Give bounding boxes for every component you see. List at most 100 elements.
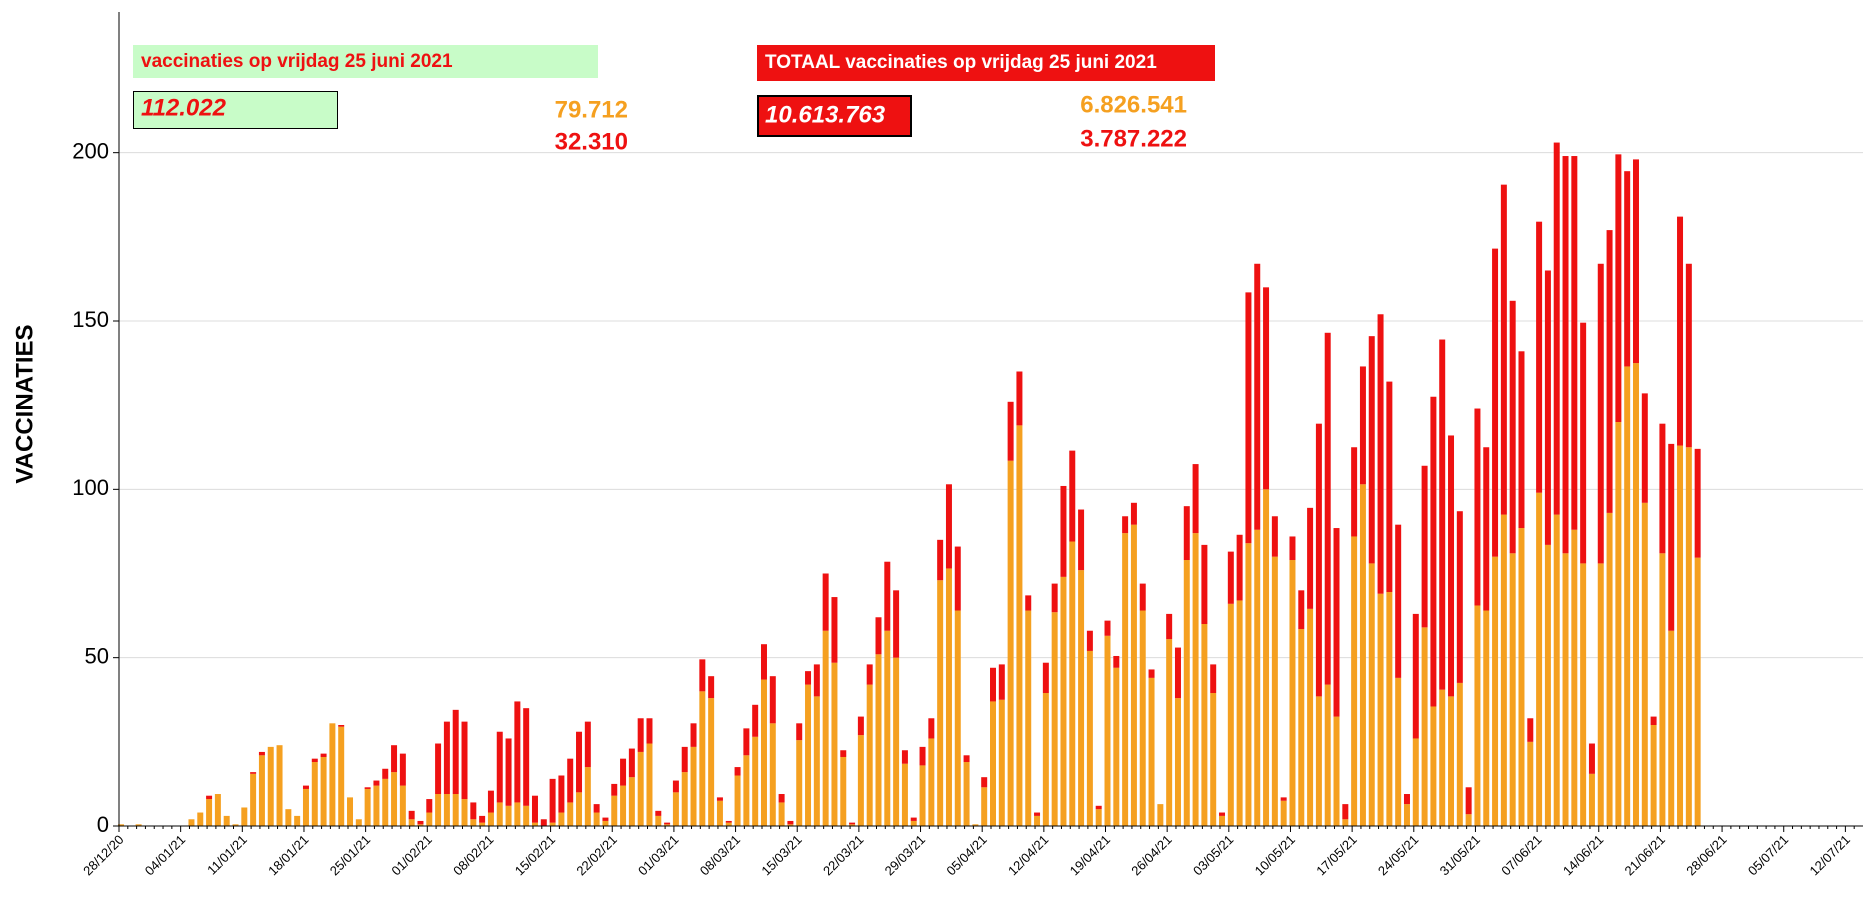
x-tick-label: 22/02/21 xyxy=(573,832,619,878)
bar-segment xyxy=(391,745,398,773)
bar-segment xyxy=(1439,689,1446,826)
bar-segment xyxy=(1553,142,1560,515)
bar-segment xyxy=(1403,804,1410,826)
bar-segment xyxy=(937,580,944,826)
bar-segment xyxy=(1368,563,1375,826)
bar-segment xyxy=(382,778,389,826)
x-tick-label: 05/04/21 xyxy=(943,832,989,878)
bar-segment xyxy=(426,812,433,826)
bar-segment xyxy=(769,723,776,826)
bar-segment xyxy=(752,736,759,826)
bar-segment xyxy=(1122,516,1129,534)
bar-segment xyxy=(1051,583,1058,613)
bar-segment xyxy=(1668,630,1675,826)
bar-segment xyxy=(1632,159,1639,364)
bar-segment xyxy=(1113,667,1120,826)
bar-segment xyxy=(1271,516,1278,557)
x-tick-label: 26/04/21 xyxy=(1128,832,1174,878)
bar-segment xyxy=(206,799,213,826)
bar-segment xyxy=(1148,669,1155,678)
y-tick-label: 150 xyxy=(72,307,109,332)
bar-segment xyxy=(972,824,979,826)
bar-segment xyxy=(1448,435,1455,697)
bar-segment xyxy=(822,630,829,826)
bar-segment xyxy=(1518,528,1525,826)
bar-segment xyxy=(1359,484,1366,826)
bar-segment xyxy=(1509,553,1516,826)
bar-segment xyxy=(479,815,486,823)
bar-segment xyxy=(1553,514,1560,826)
bar-segment xyxy=(1298,590,1305,630)
bar-segment xyxy=(602,817,609,821)
bar-segment xyxy=(1439,339,1446,690)
bar-segment xyxy=(963,755,970,763)
bar-segment xyxy=(408,819,415,826)
x-tick-label: 05/07/21 xyxy=(1745,832,1791,878)
bar-segment xyxy=(805,684,812,826)
bar-segment xyxy=(672,780,679,793)
bar-segment xyxy=(840,750,847,757)
bar-segment xyxy=(1245,543,1252,826)
bar-segment xyxy=(1536,221,1543,493)
bar-segment xyxy=(584,767,591,826)
day-red: 32.310 xyxy=(555,128,628,155)
bar-segment xyxy=(1403,794,1410,805)
bar-segment xyxy=(1016,371,1023,426)
bar-segment xyxy=(1086,650,1093,826)
bar-segment xyxy=(443,794,450,826)
bar-segment xyxy=(558,775,565,813)
bar-segment xyxy=(646,743,653,826)
bar-segment xyxy=(743,728,750,756)
bar-segment xyxy=(391,772,398,826)
bar-segment xyxy=(1615,422,1622,826)
bar-segment xyxy=(954,610,961,826)
bar-segment xyxy=(1588,743,1595,774)
bar-segment xyxy=(320,753,327,757)
x-tick-label: 17/05/21 xyxy=(1313,832,1359,878)
bar-segment xyxy=(928,718,935,739)
x-tick-label: 01/03/21 xyxy=(635,832,681,878)
y-tick-label: 50 xyxy=(85,643,109,668)
bar-segment xyxy=(1315,423,1322,697)
bar-segment xyxy=(787,820,794,825)
bar-segment xyxy=(1166,613,1173,640)
bar-segment xyxy=(998,699,1005,826)
bar-segment xyxy=(1351,447,1358,537)
bar-segment xyxy=(637,718,644,752)
bar-segment xyxy=(258,755,265,826)
bar-segment xyxy=(302,788,309,826)
bar-segment xyxy=(1456,682,1463,826)
y-tick-label: 100 xyxy=(72,475,109,500)
bar-segment xyxy=(250,772,257,774)
bar-segment xyxy=(1483,610,1490,826)
bar-segment xyxy=(593,812,600,826)
total-total: 10.613.763 xyxy=(765,101,886,128)
bar-segment xyxy=(893,657,900,826)
bar-segment xyxy=(725,822,732,826)
bar-segment xyxy=(646,718,653,744)
x-tick-label: 21/06/21 xyxy=(1622,832,1668,878)
bar-segment xyxy=(461,721,468,800)
bar-segment xyxy=(716,800,723,826)
bar-segment xyxy=(1474,605,1481,826)
bar-segment xyxy=(611,795,618,826)
bar-segment xyxy=(945,484,952,569)
bar-segment xyxy=(1650,716,1657,725)
bar-segment xyxy=(787,824,794,826)
bar-segment xyxy=(1641,502,1648,826)
bar-segment xyxy=(1500,184,1507,515)
bar-segment xyxy=(1544,270,1551,545)
bar-segment xyxy=(708,698,715,826)
bar-segment xyxy=(1474,408,1481,606)
bar-segment xyxy=(734,775,741,826)
bar-segment xyxy=(875,617,882,655)
bar-segment xyxy=(593,804,600,813)
bar-segment xyxy=(399,785,406,826)
bar-segment xyxy=(778,794,785,803)
bar-segment xyxy=(1007,460,1014,826)
bar-segment xyxy=(1104,635,1111,826)
total-title-box xyxy=(757,45,1215,81)
day-total: 112.022 xyxy=(141,94,227,121)
bar-segment xyxy=(699,691,706,826)
bar-segment xyxy=(884,630,891,826)
